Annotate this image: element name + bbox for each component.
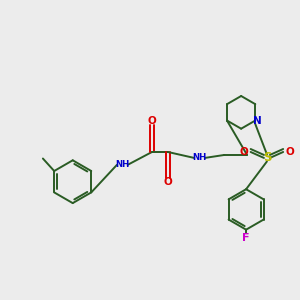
Text: O: O xyxy=(148,116,156,126)
Text: O: O xyxy=(286,147,295,157)
Text: F: F xyxy=(242,233,250,243)
Text: NH: NH xyxy=(115,160,129,169)
Text: S: S xyxy=(263,152,271,164)
Text: O: O xyxy=(239,147,248,157)
Text: NH: NH xyxy=(192,153,207,162)
Text: O: O xyxy=(164,177,172,187)
Text: N: N xyxy=(253,116,262,125)
